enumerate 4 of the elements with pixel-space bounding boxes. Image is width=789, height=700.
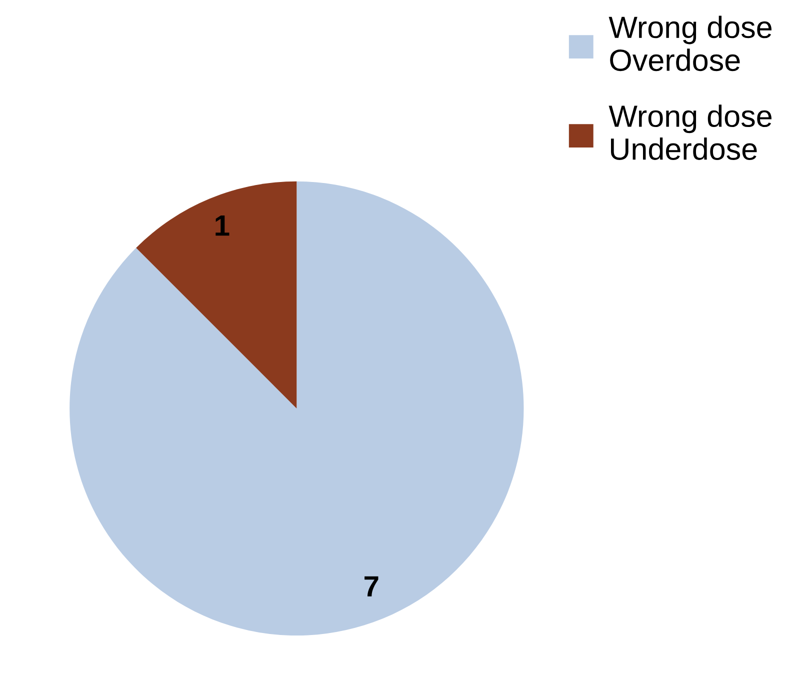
legend-label: Wrong dose Underdose bbox=[608, 104, 772, 160]
data-label: 7 bbox=[364, 576, 378, 596]
data-label: 1 bbox=[216, 216, 230, 236]
legend-label: Wrong dose Overdose bbox=[608, 16, 772, 72]
